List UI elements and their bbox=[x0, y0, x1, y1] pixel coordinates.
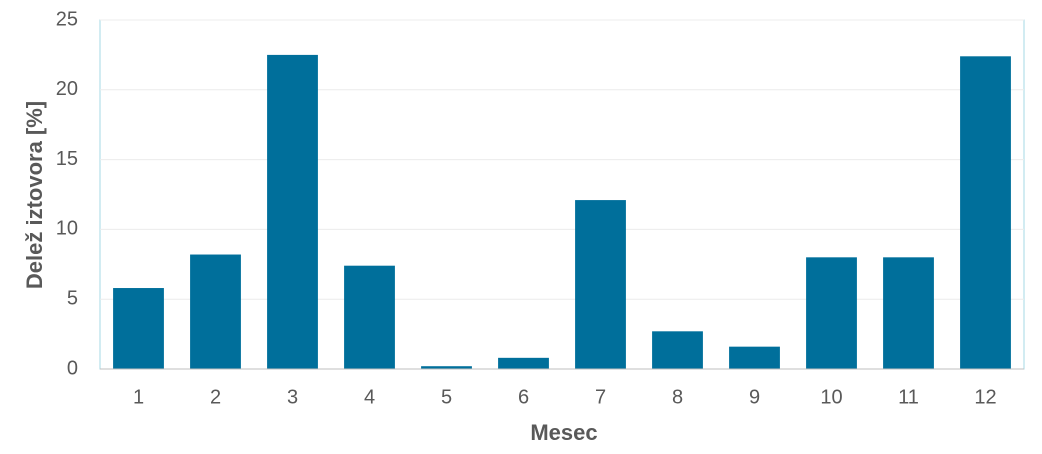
x-tick-label: 10 bbox=[820, 386, 842, 408]
x-axis-title: Mesec bbox=[530, 420, 597, 445]
x-tick-label: 11 bbox=[898, 386, 919, 408]
y-tick-label: 25 bbox=[56, 8, 78, 30]
bar bbox=[883, 257, 934, 369]
bar bbox=[575, 200, 626, 369]
y-tick-label: 20 bbox=[56, 78, 78, 100]
bar bbox=[652, 331, 703, 369]
bar bbox=[806, 257, 857, 369]
bar bbox=[190, 254, 241, 369]
x-tick-label: 6 bbox=[518, 386, 529, 408]
x-tick-label: 3 bbox=[287, 386, 298, 408]
bar bbox=[421, 366, 472, 369]
x-tick-label: 7 bbox=[595, 386, 606, 408]
y-tick-label: 10 bbox=[56, 218, 78, 240]
bar bbox=[729, 346, 780, 369]
y-tick-label: 15 bbox=[56, 148, 78, 170]
x-tick-label: 12 bbox=[974, 386, 996, 408]
bar bbox=[498, 357, 549, 369]
x-tick-label: 9 bbox=[749, 386, 760, 408]
y-tick-label: 5 bbox=[67, 287, 78, 309]
bar bbox=[267, 54, 318, 370]
bar bbox=[113, 288, 164, 369]
x-tick-label: 4 bbox=[364, 386, 375, 408]
x-tick-label: 2 bbox=[210, 386, 221, 408]
x-tick-label: 1 bbox=[133, 386, 144, 408]
bar bbox=[960, 56, 1011, 370]
x-tick-label: 5 bbox=[441, 386, 452, 408]
x-tick-label: 8 bbox=[672, 386, 683, 408]
y-axis-title: Delež iztovora [%] bbox=[22, 101, 47, 289]
bar bbox=[344, 265, 395, 369]
y-tick-label: 0 bbox=[67, 357, 78, 379]
